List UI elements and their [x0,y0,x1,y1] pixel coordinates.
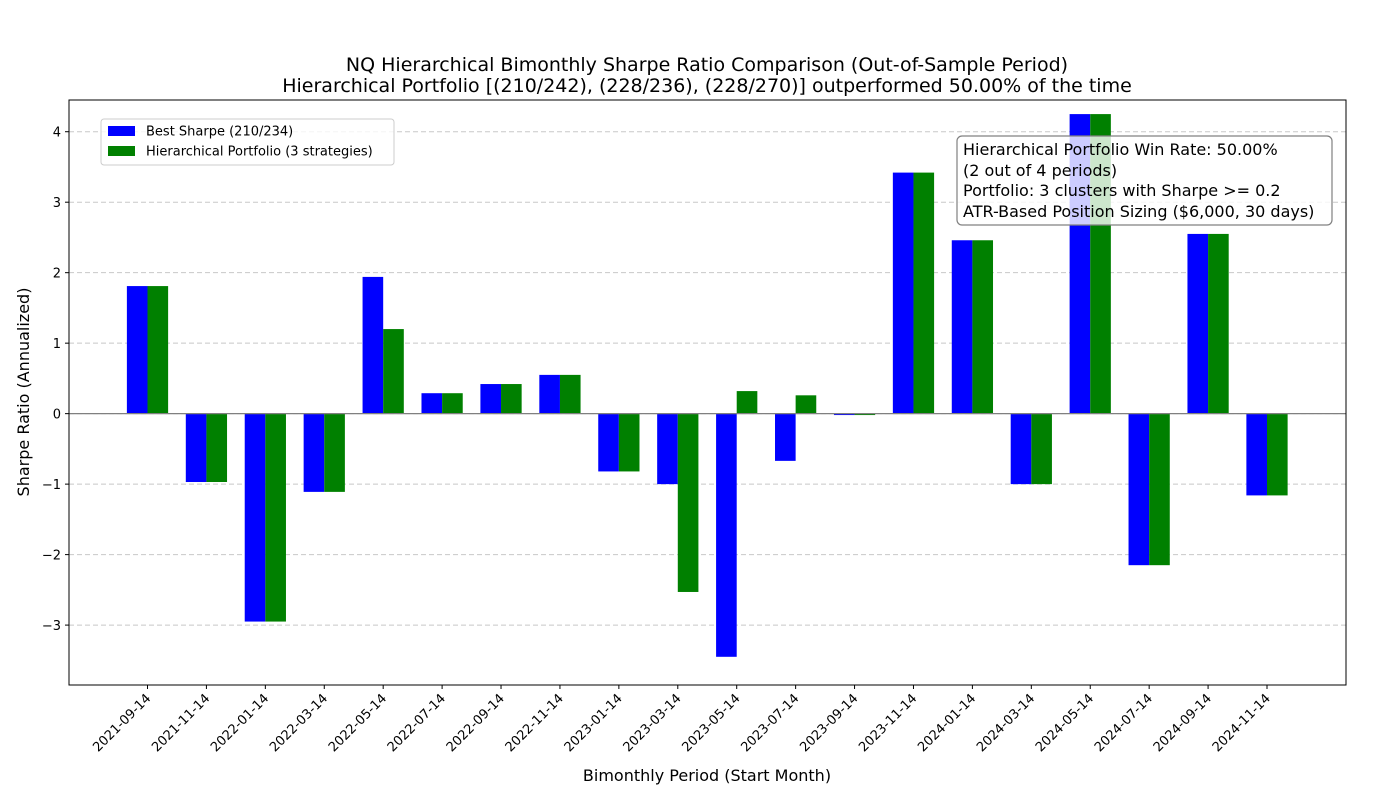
bar-hierarchical [1149,413,1170,566]
legend-swatch-hierarchical [108,146,135,156]
bar-best-sharpe [539,374,560,414]
x-tick-label: 2022-07-14 [385,691,449,755]
chart-title: NQ Hierarchical Bimonthly Sharpe Ratio C… [346,54,1068,76]
annotation-box: Hierarchical Portfolio Win Rate: 50.00% … [956,135,1333,226]
x-tick-label: 2023-03-14 [621,691,685,755]
bar-best-sharpe [362,276,384,414]
x-tick-label: 2023-05-14 [680,691,744,755]
x-axis-ticks: 2021-09-142021-11-142022-01-142022-03-14… [90,685,1274,755]
annotation-frame [956,135,1333,226]
bar-best-sharpe [951,240,973,414]
legend-swatch-best-sharpe [108,126,135,136]
x-tick-label: 2024-03-14 [974,691,1038,755]
x-tick-label: 2023-09-14 [797,691,861,755]
bar-hierarchical [265,413,286,622]
y-tick-label: −2 [42,549,61,564]
bar-hierarchical [147,286,169,414]
annotation-line: Portfolio: 3 clusters with Sharpe >= 0.2 [963,181,1281,200]
bar-best-sharpe [126,286,148,414]
bar-best-sharpe [185,413,207,483]
bar-hierarchical [972,240,994,414]
bar-best-sharpe [303,413,325,492]
bar-hierarchical [1208,233,1229,414]
x-tick-label: 2022-01-14 [208,691,272,755]
y-tick-label: −1 [42,478,61,493]
bar-best-sharpe [1187,233,1209,414]
bar-best-sharpe [480,384,502,414]
legend: Best Sharpe (210/234) Hierarchical Portf… [100,118,395,166]
bar-best-sharpe [244,413,266,622]
bar-best-sharpe [1246,413,1267,496]
bar-hierarchical [501,384,522,414]
bar-hierarchical [1267,413,1288,496]
x-tick-label: 2024-09-14 [1151,691,1215,755]
annotation-line: ATR-Based Position Sizing ($6,000, 30 da… [963,202,1314,221]
bar-best-sharpe [1010,413,1032,485]
x-tick-label: 2022-03-14 [267,691,331,755]
bar-hierarchical [795,395,817,414]
x-tick-label: 2023-01-14 [562,691,626,755]
bar-best-sharpe [657,413,678,485]
bar-hierarchical [736,391,758,414]
y-tick-label: 3 [53,196,61,211]
x-tick-label: 2023-11-14 [856,691,920,755]
bar-best-sharpe [892,172,914,414]
bar-hierarchical [677,413,699,592]
legend-label-hierarchical: Hierarchical Portfolio (3 strategies) [146,145,373,160]
legend-box [100,118,395,166]
x-tick-label: 2024-11-14 [1210,691,1274,755]
y-axis-label: Sharpe Ratio (Annualized) [14,288,33,497]
legend-label-best-sharpe: Best Sharpe (210/234) [146,125,293,140]
x-tick-label: 2021-11-14 [149,691,213,755]
x-tick-label: 2021-09-14 [90,691,154,755]
bar-hierarchical [854,413,876,416]
annotation-line: Hierarchical Portfolio Win Rate: 50.00% [963,140,1278,159]
bar-group [126,114,1288,657]
plot-frame [68,99,1347,686]
y-tick-label: 1 [53,337,61,352]
y-tick-label: 2 [53,267,61,282]
x-tick-label: 2023-07-14 [738,691,802,755]
y-tick-label: −3 [42,619,61,634]
bar-hierarchical [206,413,228,483]
y-tick-label: 4 [53,126,61,141]
bar-best-sharpe [1128,413,1150,566]
bar-best-sharpe [598,413,619,472]
bar-hierarchical [1031,413,1052,485]
y-axis-ticks: −3 −2 −1 0 1 2 3 4 [42,126,69,634]
x-tick-label: 2022-09-14 [444,691,508,755]
x-axis-label: Bimonthly Period (Start Month) [583,766,831,785]
chart-subtitle: Hierarchical Portfolio [(210/242), (228/… [282,75,1132,97]
bar-best-sharpe [421,393,443,414]
bar-hierarchical [559,374,581,414]
bar-best-sharpe [775,413,796,461]
bar-hierarchical [618,413,640,472]
x-tick-label: 2022-11-14 [503,691,567,755]
annotation-line: (2 out of 4 periods) [963,161,1117,180]
bar-hierarchical [324,413,345,492]
y-tick-label: 0 [53,408,61,423]
x-tick-label: 2024-07-14 [1092,691,1156,755]
x-tick-label: 2024-01-14 [915,691,979,755]
bar-hierarchical [913,172,935,414]
x-tick-label: 2024-05-14 [1033,691,1097,755]
bar-best-sharpe [833,413,855,416]
bar-hierarchical [383,329,404,414]
x-tick-label: 2022-05-14 [326,691,390,755]
bar-best-sharpe [716,413,737,657]
bar-hierarchical [442,393,463,414]
